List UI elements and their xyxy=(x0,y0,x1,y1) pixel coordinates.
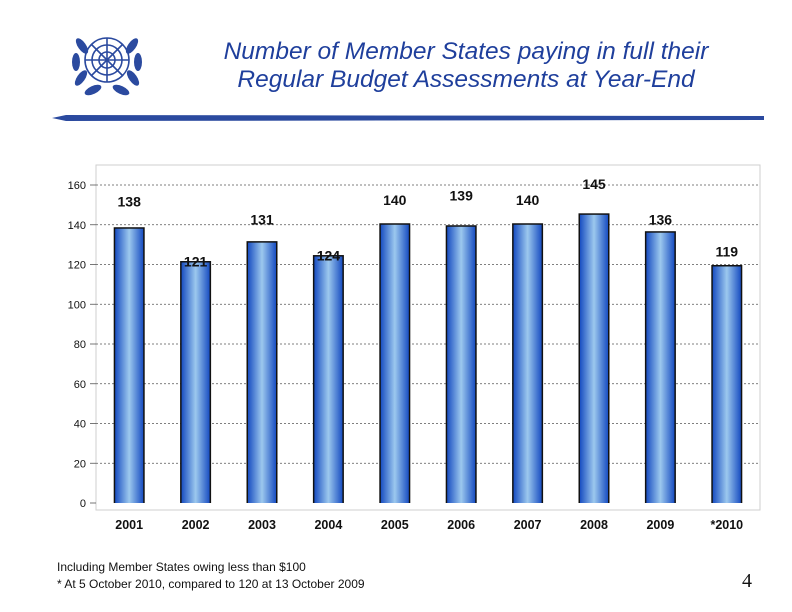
footnote-line-2: * At 5 October 2010, compared to 120 at … xyxy=(57,577,365,591)
title-divider-rule xyxy=(52,115,764,121)
value-label: 131 xyxy=(250,212,274,228)
y-tick-label: 80 xyxy=(74,339,86,351)
x-tick-label: *2010 xyxy=(710,518,743,532)
value-label: 138 xyxy=(118,194,142,210)
page-number: 4 xyxy=(742,570,752,592)
bar-2001 xyxy=(115,228,144,503)
y-tick-label: 100 xyxy=(68,299,86,311)
un-emblem-logo xyxy=(72,37,142,96)
bar-2003 xyxy=(248,242,276,503)
y-tick-label: 0 xyxy=(80,498,86,510)
y-tick-label: 40 xyxy=(74,419,86,431)
x-tick-label: 2005 xyxy=(381,518,409,532)
x-tick-label: 2003 xyxy=(248,518,276,532)
footnote: Including Member States owing less than … xyxy=(57,559,365,593)
bar-2004 xyxy=(314,256,343,503)
bar-2008 xyxy=(580,214,608,503)
plot-frame xyxy=(95,164,761,511)
y-tick-label: 60 xyxy=(74,379,86,391)
title-line-1: Number of Member States paying in full t… xyxy=(223,38,709,65)
x-tick-label: 2002 xyxy=(182,518,210,532)
value-label: 136 xyxy=(649,212,673,228)
value-label: 140 xyxy=(516,192,540,208)
y-tick-label: 20 xyxy=(74,458,86,470)
bar-2007 xyxy=(513,224,542,503)
footnote-line-1: Including Member States owing less than … xyxy=(57,560,306,574)
value-label: 140 xyxy=(383,192,407,208)
x-tick-label: 2006 xyxy=(447,518,475,532)
bar-2002 xyxy=(181,262,210,503)
slide-title: Number of Member States paying in full t… xyxy=(160,38,772,94)
value-label: 119 xyxy=(716,243,739,259)
value-label: 139 xyxy=(450,188,474,204)
title-line-2: Regular Budget Assessments at Year-End xyxy=(237,66,695,93)
y-tick-label: 160 xyxy=(68,180,86,192)
x-tick-label: 2008 xyxy=(580,518,608,532)
bar-2009 xyxy=(646,232,675,503)
value-label: 145 xyxy=(582,176,606,192)
y-tick-label: 120 xyxy=(68,260,86,272)
x-tick-label: 2007 xyxy=(514,518,542,532)
x-tick-label: 2009 xyxy=(646,518,674,532)
y-tick-label: 140 xyxy=(68,220,86,232)
bar-chart: 0 20 40 60 80 100 120 140 160 138 2001 121 2002 131 20… xyxy=(68,164,761,532)
x-tick-label: 2004 xyxy=(314,518,342,532)
x-tick-label: 2001 xyxy=(115,518,143,532)
bar-*2010 xyxy=(712,266,741,503)
bar-2005 xyxy=(380,224,409,503)
value-label: 124 xyxy=(317,248,341,264)
value-label: 121 xyxy=(184,254,208,270)
bar-2006 xyxy=(447,226,476,504)
